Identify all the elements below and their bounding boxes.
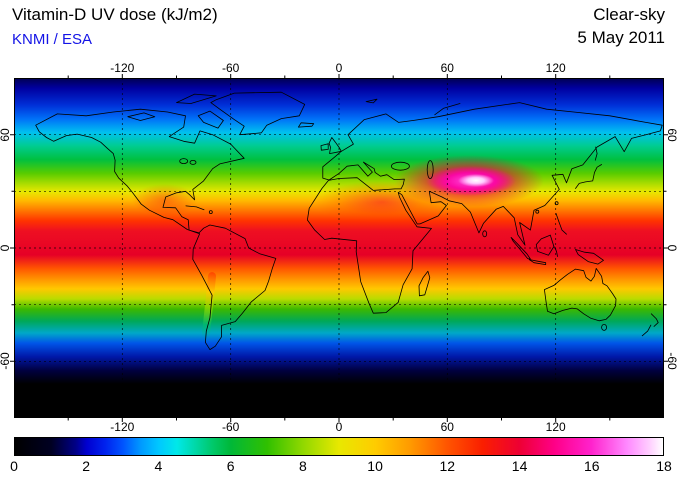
taiwan <box>554 201 559 206</box>
coastline-greenland <box>210 91 306 136</box>
colorbar-tick-label: 0 <box>10 458 18 474</box>
colorbar-tick-label: 14 <box>511 458 528 474</box>
coastline-americas <box>35 108 277 350</box>
hispaniola <box>208 210 213 215</box>
lon-tick-label-bottom: -60 <box>222 420 240 434</box>
hainan <box>535 209 540 214</box>
great-lakes <box>179 158 189 164</box>
lon-tick-label-top: 120 <box>545 61 566 75</box>
lon-tick-label-bottom: 0 <box>335 420 343 434</box>
colorbar <box>14 437 664 456</box>
colorbar-tick-label: 4 <box>154 458 163 474</box>
source-label: KNMI / ESA <box>12 31 93 48</box>
coastline-arctic-islands <box>127 93 461 129</box>
axis-ticks <box>10 74 668 422</box>
colorbar-tick-label: 8 <box>298 458 307 474</box>
page-title: Vitamin-D UV dose (kJ/m2) <box>12 5 218 24</box>
lon-tick-label-bottom: -120 <box>110 420 135 434</box>
grid-lines <box>14 78 664 418</box>
coastlines <box>35 91 663 350</box>
coastline-afro-eurasia <box>307 102 663 314</box>
lon-tick-label-bottom: 60 <box>440 420 454 434</box>
coastline-british-isles <box>320 137 342 154</box>
colorbar-tick-label: 2 <box>82 458 91 474</box>
uv-dose-map <box>10 74 668 422</box>
sri-lanka <box>482 230 488 238</box>
black-sea <box>390 161 410 171</box>
coastline-australia-oceania <box>544 268 659 337</box>
colorbar-tick-label: 6 <box>226 458 235 474</box>
tasmania <box>601 323 607 331</box>
lon-tick-label-top: -60 <box>222 61 240 75</box>
lon-tick-label-top: 60 <box>440 61 454 75</box>
colorbar-tick-label: 10 <box>367 458 383 474</box>
colorbar-tick-label: 18 <box>656 458 672 474</box>
great-lakes-east <box>189 160 197 165</box>
coastline-madagascar-caribbean <box>185 205 431 297</box>
map-overlay-svg <box>10 74 668 422</box>
lon-tick-label-top: 0 <box>335 61 343 75</box>
coastline-east-asia-islands <box>510 146 604 265</box>
condition-label: Clear-sky <box>593 5 665 24</box>
lon-tick-label-bottom: 120 <box>545 420 566 434</box>
himalaya-hotspot-core <box>458 174 494 187</box>
date-label: 5 May 2011 <box>577 28 665 47</box>
colorbar-tick-label: 12 <box>439 458 456 474</box>
lon-tick-label-top: -120 <box>110 61 135 75</box>
colorbar-tick-label: 16 <box>584 458 600 474</box>
map-frame <box>14 78 664 418</box>
caspian-sea <box>426 160 434 179</box>
